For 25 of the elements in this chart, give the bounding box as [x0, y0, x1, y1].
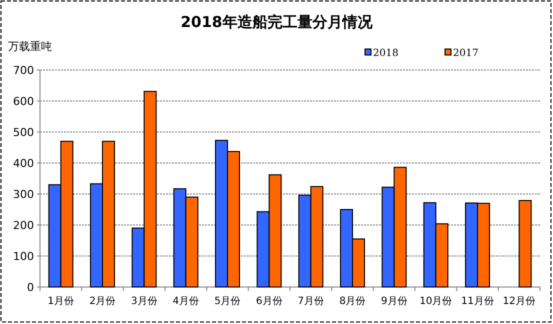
x-tick-label: 6月份 — [256, 296, 282, 307]
x-tick-label: 3月份 — [130, 296, 158, 307]
y-tick-label: 0 — [27, 281, 34, 294]
x-tick-label: 1月份 — [48, 296, 74, 307]
x-tick-label: 5月份 — [214, 296, 241, 307]
y-tick-label: 200 — [13, 219, 34, 232]
y-tick-label: 600 — [13, 95, 34, 108]
x-tick-label: 9月份 — [380, 296, 408, 307]
y-tick-label: 300 — [13, 188, 34, 201]
legend-label: 2017 — [453, 48, 478, 59]
x-tick-label: 11月份 — [461, 296, 494, 307]
y-tick-label: 400 — [13, 157, 34, 170]
x-tick-label: 8月份 — [339, 296, 366, 307]
x-tick-label: 10月份 — [419, 296, 452, 307]
y-tick-label: 500 — [13, 126, 34, 139]
bar — [518, 200, 532, 288]
y-tick-label: 100 — [13, 250, 34, 263]
x-tick-label: 7月份 — [298, 296, 324, 307]
y-axis-title: 万载重吨 — [8, 40, 52, 53]
y-tick-label: 700 — [13, 64, 34, 77]
x-tick-label: 12月份 — [502, 296, 536, 307]
x-tick-label: 2月份 — [89, 296, 116, 307]
legend-label: 2018 — [373, 48, 398, 59]
chart-title: 2018年造船完工量分月情况 — [180, 13, 374, 31]
x-tick-label: 4月份 — [172, 296, 200, 307]
